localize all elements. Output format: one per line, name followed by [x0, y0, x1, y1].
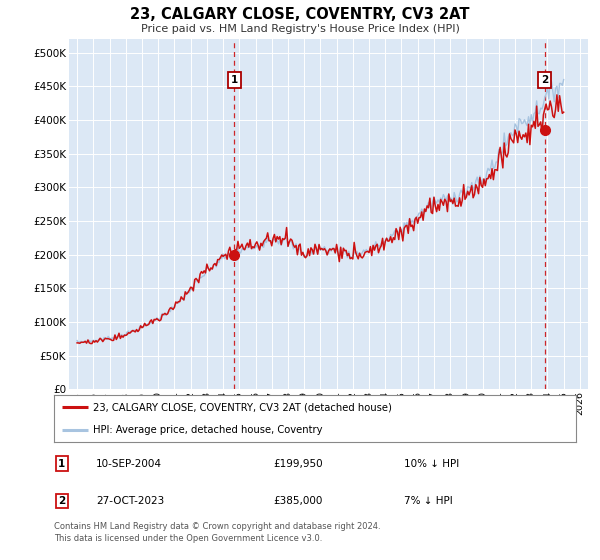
Text: 1: 1	[231, 74, 238, 85]
Text: £385,000: £385,000	[273, 496, 323, 506]
Text: HPI: Average price, detached house, Coventry: HPI: Average price, detached house, Cove…	[93, 425, 323, 435]
Text: 23, CALGARY CLOSE, COVENTRY, CV3 2AT (detached house): 23, CALGARY CLOSE, COVENTRY, CV3 2AT (de…	[93, 402, 392, 412]
Text: 7% ↓ HPI: 7% ↓ HPI	[404, 496, 452, 506]
Text: Price paid vs. HM Land Registry's House Price Index (HPI): Price paid vs. HM Land Registry's House …	[140, 24, 460, 34]
Text: Contains HM Land Registry data © Crown copyright and database right 2024.
This d: Contains HM Land Registry data © Crown c…	[54, 522, 380, 543]
Text: 1: 1	[58, 459, 65, 469]
Text: 27-OCT-2023: 27-OCT-2023	[96, 496, 164, 506]
Text: 23, CALGARY CLOSE, COVENTRY, CV3 2AT: 23, CALGARY CLOSE, COVENTRY, CV3 2AT	[130, 7, 470, 22]
Text: 10-SEP-2004: 10-SEP-2004	[96, 459, 162, 469]
Text: 10% ↓ HPI: 10% ↓ HPI	[404, 459, 459, 469]
Text: £199,950: £199,950	[273, 459, 323, 469]
Text: 2: 2	[541, 74, 548, 85]
Text: 2: 2	[58, 496, 65, 506]
